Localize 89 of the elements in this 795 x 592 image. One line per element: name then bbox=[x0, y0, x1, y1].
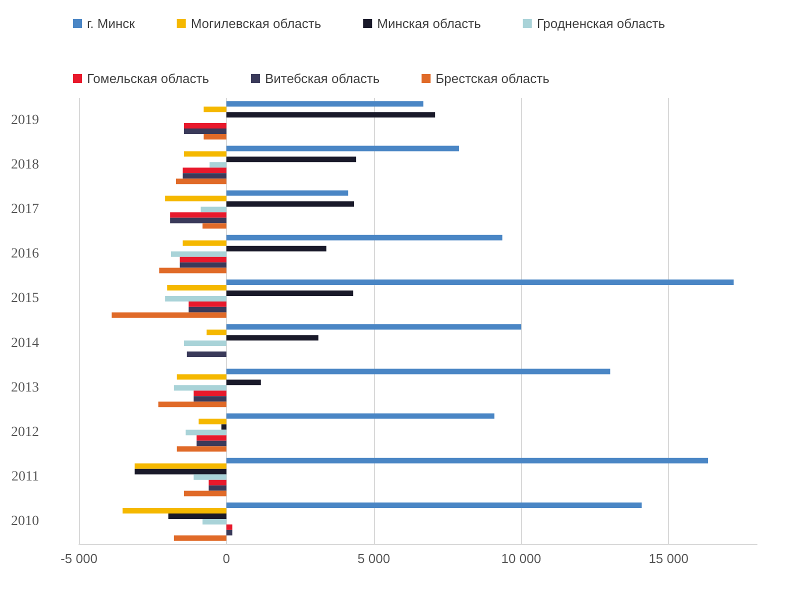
bar bbox=[176, 374, 226, 380]
bar bbox=[168, 513, 226, 519]
legend-label: Могилевская область bbox=[190, 16, 322, 31]
bar bbox=[226, 380, 261, 386]
y-tick-label: 2011 bbox=[12, 470, 39, 485]
bar bbox=[176, 178, 226, 184]
bar bbox=[204, 134, 226, 140]
bar bbox=[174, 385, 226, 391]
bar bbox=[194, 390, 226, 396]
bar bbox=[184, 128, 226, 134]
bar bbox=[226, 190, 348, 196]
bar bbox=[226, 101, 424, 107]
bar bbox=[226, 112, 436, 118]
bar bbox=[188, 306, 226, 312]
y-tick-label: 2019 bbox=[11, 112, 39, 128]
bar bbox=[226, 234, 502, 240]
bar bbox=[134, 463, 226, 469]
bar bbox=[159, 268, 226, 274]
bar bbox=[186, 352, 226, 357]
bar bbox=[196, 435, 226, 441]
bar bbox=[196, 440, 226, 446]
bar bbox=[226, 280, 734, 285]
bar bbox=[180, 262, 226, 268]
bar bbox=[182, 240, 226, 246]
y-tick-label: 2010 bbox=[11, 514, 39, 530]
x-tick-label: 0 bbox=[222, 551, 230, 566]
y-tick-label: 2012 bbox=[11, 425, 39, 440]
bar bbox=[170, 212, 226, 218]
bar bbox=[122, 508, 226, 514]
legend-label: г. Минск bbox=[87, 16, 136, 31]
bar bbox=[226, 246, 326, 252]
legend-label: Брестская область bbox=[436, 71, 550, 86]
y-tick-label: 2018 bbox=[11, 157, 39, 172]
bar bbox=[221, 424, 226, 430]
bar bbox=[226, 530, 232, 536]
bar bbox=[188, 301, 226, 307]
bar bbox=[226, 290, 354, 296]
bar bbox=[226, 458, 708, 464]
x-tick-label: 5 000 bbox=[358, 551, 390, 566]
bar bbox=[202, 223, 226, 229]
bar bbox=[170, 251, 226, 257]
bar bbox=[226, 502, 642, 508]
bar bbox=[165, 296, 226, 302]
bar bbox=[210, 162, 226, 168]
bar bbox=[186, 430, 226, 436]
bar bbox=[180, 256, 226, 262]
bar bbox=[174, 535, 226, 541]
bar bbox=[226, 146, 459, 152]
y-tick-label: 2017 bbox=[11, 202, 39, 217]
bar bbox=[226, 524, 232, 530]
x-tick-label: -5 000 bbox=[60, 551, 98, 566]
bar bbox=[198, 418, 226, 424]
bar bbox=[134, 468, 226, 474]
bar bbox=[204, 106, 226, 112]
bar bbox=[226, 335, 318, 341]
y-tick-label: 2014 bbox=[11, 336, 39, 351]
bar bbox=[112, 312, 226, 318]
legend-label: Гомельская область bbox=[87, 71, 210, 86]
bar bbox=[206, 330, 226, 336]
legend-label: Гродненская область bbox=[536, 16, 666, 31]
bar bbox=[226, 201, 354, 207]
bar bbox=[184, 490, 226, 496]
bar bbox=[208, 480, 226, 486]
bar bbox=[200, 206, 226, 212]
y-tick-label: 2016 bbox=[11, 246, 39, 262]
bar bbox=[182, 168, 226, 174]
bar bbox=[176, 446, 226, 452]
legend-label: Витебская область bbox=[264, 71, 380, 86]
bar bbox=[184, 123, 226, 129]
bar bbox=[208, 485, 226, 491]
x-tick-label: 10 000 bbox=[501, 551, 542, 566]
bar bbox=[165, 196, 226, 202]
legend-label: Минская область bbox=[377, 16, 482, 31]
bar bbox=[226, 324, 522, 330]
bar bbox=[184, 151, 226, 157]
x-tick-label: 15 000 bbox=[648, 551, 688, 566]
bar bbox=[158, 402, 226, 408]
bar bbox=[194, 474, 226, 480]
bar bbox=[226, 368, 610, 374]
bar bbox=[167, 285, 226, 290]
bar bbox=[182, 173, 226, 179]
bar bbox=[170, 218, 226, 224]
bar bbox=[226, 156, 356, 162]
bar bbox=[202, 518, 226, 524]
bar bbox=[184, 340, 226, 346]
y-tick-label: 2015 bbox=[11, 291, 39, 306]
y-tick-label: 2013 bbox=[11, 380, 39, 396]
bar bbox=[226, 413, 494, 419]
bar bbox=[194, 396, 226, 402]
